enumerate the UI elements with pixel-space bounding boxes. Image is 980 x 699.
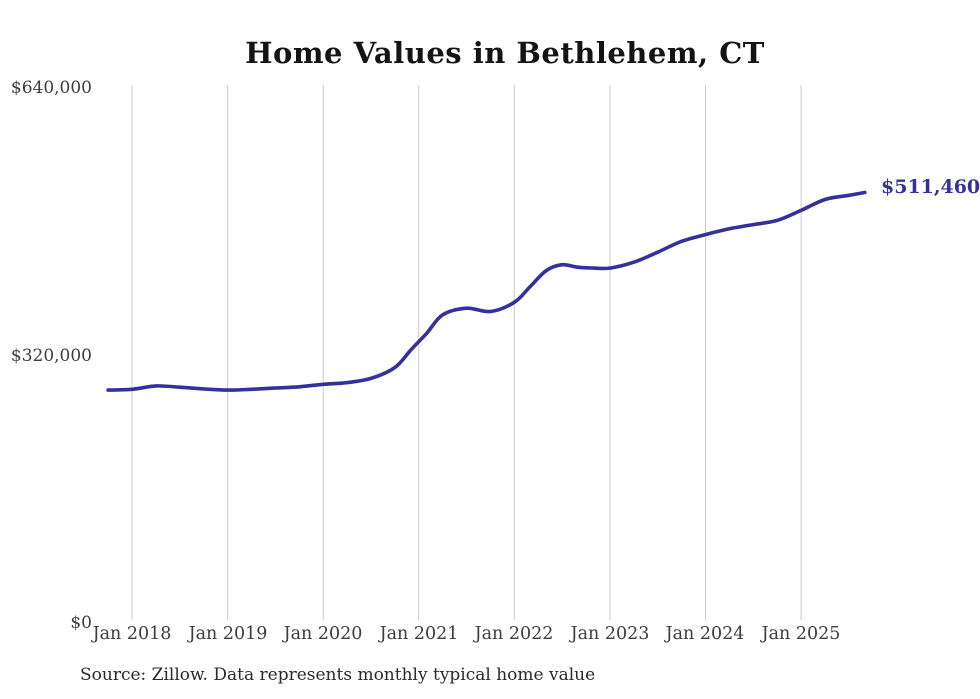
x-tick-label: Jan 2021 bbox=[379, 624, 459, 644]
x-tick-label: Jan 2019 bbox=[188, 624, 268, 644]
y-tick-label: $320,000 bbox=[10, 346, 92, 366]
x-tick-label: Jan 2018 bbox=[92, 624, 172, 644]
x-tick-label: Jan 2025 bbox=[761, 624, 841, 644]
page-title: Home Values in Bethlehem, CT bbox=[245, 36, 765, 70]
value-line bbox=[106, 190, 867, 392]
end-value-label: $511,460 bbox=[881, 176, 980, 198]
x-tick-label: Jan 2020 bbox=[283, 624, 363, 644]
source-note: Source: Zillow. Data represents monthly … bbox=[80, 665, 596, 685]
y-tick-label: $640,000 bbox=[10, 78, 92, 98]
x-tick-label: Jan 2023 bbox=[570, 624, 650, 644]
x-tick-label: Jan 2022 bbox=[474, 624, 554, 644]
y-tick-label: $0 bbox=[70, 613, 92, 633]
x-tick-label: Jan 2024 bbox=[665, 624, 745, 644]
